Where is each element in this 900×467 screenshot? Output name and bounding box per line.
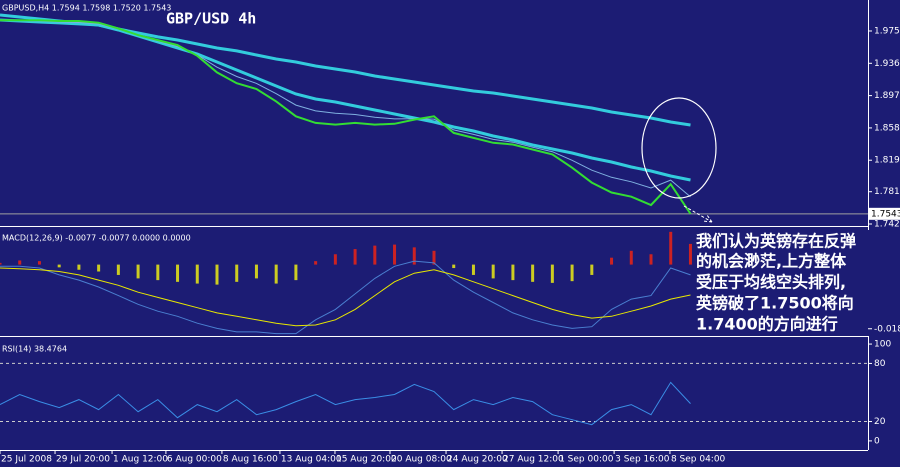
histogram-bar xyxy=(57,264,61,268)
histogram-bar xyxy=(570,264,574,282)
series-line xyxy=(0,18,691,182)
series-line xyxy=(0,267,691,327)
x-tick-label: 25 Jul 2008 xyxy=(1,455,52,465)
y-tick-label: -0.0186 xyxy=(874,324,900,334)
histogram-bar xyxy=(393,244,397,265)
plot-area xyxy=(0,13,868,426)
histogram-bar xyxy=(314,261,318,265)
histogram-bar xyxy=(688,243,692,265)
annotation: 受压于均线空头排列, xyxy=(696,273,846,292)
y-tick-label: 1.9360 xyxy=(874,59,900,69)
histogram-bar xyxy=(37,261,41,265)
x-tick-label: 29 Jul 20:00 xyxy=(56,455,110,465)
y-tick-label: 1.7810 xyxy=(874,187,900,197)
histogram-bar xyxy=(235,264,239,282)
x-tick-label: 20 Aug 08:00 xyxy=(391,455,452,465)
y-tick-label: 1.8970 xyxy=(874,91,900,101)
x-tick-label: 1 Sep 00:00 xyxy=(559,455,614,465)
histogram-bar xyxy=(610,257,614,265)
annotation-box xyxy=(692,230,884,336)
x-tick-label: 1 Aug 12:00 xyxy=(113,455,168,465)
histogram-bar xyxy=(629,250,633,265)
x-tick-label: 3 Sep 16:00 xyxy=(615,455,670,465)
chart-title: GBP/USD 4h xyxy=(166,10,256,28)
histogram-bar xyxy=(156,264,160,281)
annotation: 我们认为英镑存在反弹 xyxy=(696,232,856,251)
histogram-bar xyxy=(215,264,219,285)
annotation: 的机会渺茫,上方整体 xyxy=(696,252,847,271)
panel-header: MACD(12,26,9) -0.0077 -0.0077 0.0000 0.0… xyxy=(2,234,191,243)
series-line xyxy=(0,19,692,215)
x-tick-label: 13 Aug 04:00 xyxy=(281,455,342,465)
histogram-bar xyxy=(590,264,594,275)
x-tick-label: 8 Sep 04:00 xyxy=(671,455,726,465)
y-tick-label: 1.8580 xyxy=(874,123,900,133)
histogram-bar xyxy=(294,264,298,281)
highlight-ellipse xyxy=(641,97,717,199)
histogram-bar xyxy=(97,264,101,272)
histogram-bar xyxy=(136,264,140,279)
arrow xyxy=(683,205,713,223)
annotation: 英镑破了1.7500将向 xyxy=(695,294,854,313)
panel-header: GBPUSD,H4 1.7594 1.7598 1.7520 1.7543 xyxy=(2,4,171,13)
x-tick-label: 15 Aug 20:00 xyxy=(336,455,397,465)
histogram-bar xyxy=(353,249,357,265)
x-tick-label: 6 Aug 00:00 xyxy=(167,455,222,465)
y-tick-label: 1.7420 xyxy=(874,220,900,230)
histogram-bar xyxy=(116,264,120,275)
x-tick-label: 8 Aug 16:00 xyxy=(223,455,278,465)
histogram-bar xyxy=(649,254,653,265)
histogram-bar xyxy=(176,264,180,282)
y-tick-label: 80 xyxy=(874,359,886,369)
histogram-bar xyxy=(432,250,436,265)
histogram-bar xyxy=(0,262,2,265)
y-tick-label: 1.9750 xyxy=(874,26,900,36)
series-line xyxy=(0,381,691,426)
last-price-label: 1.7543 xyxy=(871,209,900,219)
y-tick-label: 1.8190 xyxy=(874,156,900,166)
histogram-bar xyxy=(274,264,278,284)
histogram-bar xyxy=(77,264,81,270)
histogram-bar xyxy=(491,264,495,279)
histogram-bar xyxy=(254,264,258,279)
series-line xyxy=(0,260,691,335)
histogram-bar xyxy=(195,264,199,284)
histogram-bar xyxy=(550,264,554,283)
last-price-box xyxy=(869,207,900,220)
histogram-bar xyxy=(373,245,377,265)
histogram-bar xyxy=(511,264,515,281)
histogram-bar xyxy=(669,231,673,265)
x-tick-label: 24 Aug 20:00 xyxy=(447,455,508,465)
histogram-bar xyxy=(531,264,535,282)
y-tick-label: 20 xyxy=(874,417,886,427)
histogram-bar xyxy=(452,264,456,269)
histogram-bar xyxy=(18,260,22,265)
panel-header: RSI(14) 38.4764 xyxy=(2,345,67,354)
histogram-bar xyxy=(412,247,416,265)
y-tick-label: 100 xyxy=(874,340,891,350)
histogram-bar xyxy=(471,264,475,275)
histogram-bar xyxy=(333,254,337,265)
annotation: 1.7400的方向进行 xyxy=(696,315,838,334)
x-tick-label: 27 Aug 12:00 xyxy=(503,455,564,465)
y-tick-label: 0 xyxy=(874,436,880,446)
